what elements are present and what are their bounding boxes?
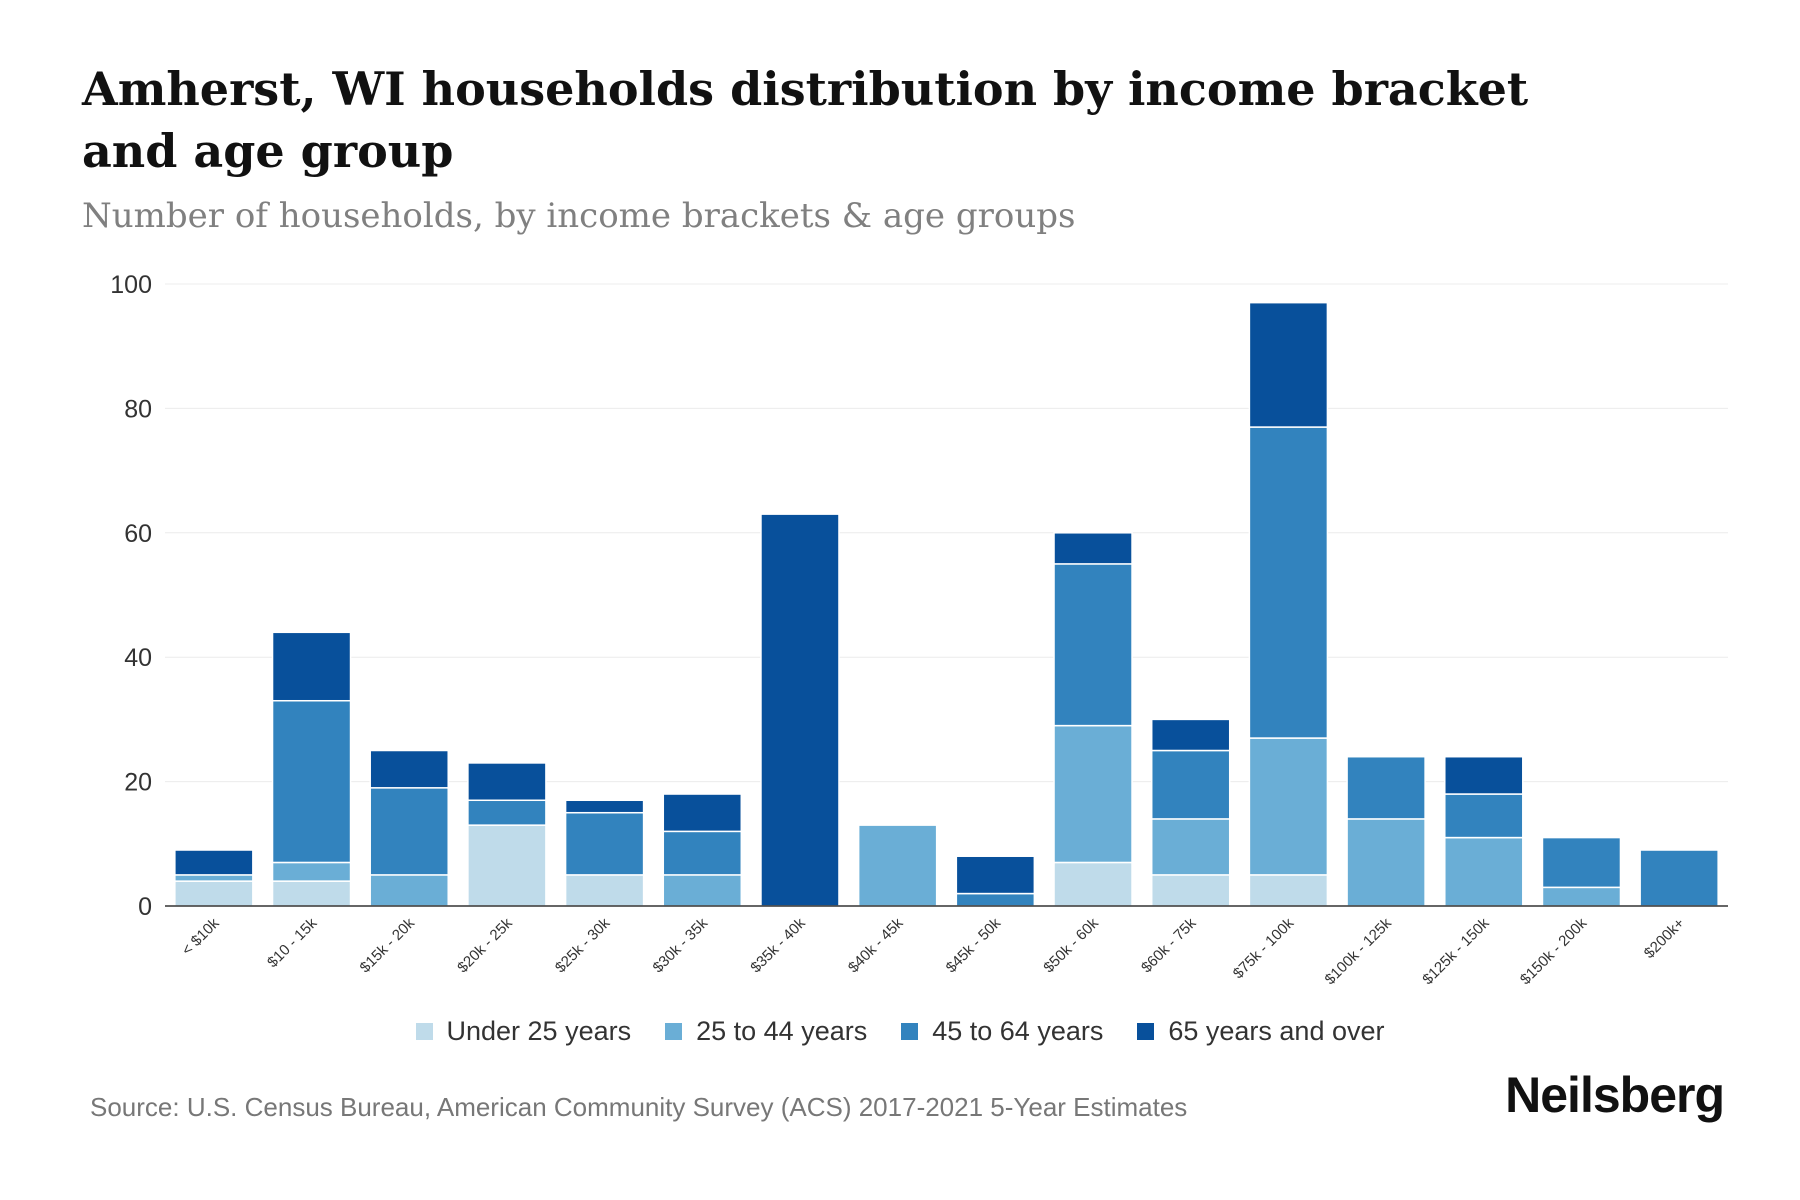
bar-segment [1248, 426, 1329, 739]
bar-segment [467, 799, 547, 826]
bar-segment [467, 824, 547, 907]
bar-segment [1053, 724, 1133, 864]
chart-subtitle: Number of households, by income brackets… [82, 196, 1076, 236]
bar-segment [1639, 849, 1719, 907]
legend-label: 65 years and over [1168, 1016, 1385, 1046]
legend-item: Under 25 years [415, 1016, 632, 1047]
x-tick-label: < $10k [179, 914, 224, 959]
legend-label: 45 to 64 years [932, 1016, 1104, 1046]
x-tick-label: $200k+ [1641, 915, 1688, 962]
bar-segment [955, 892, 1036, 907]
x-tick-label: $60k - 75k [1138, 914, 1200, 976]
bar-segment [857, 824, 938, 907]
legend-item: 25 to 44 years [665, 1016, 867, 1047]
y-tick-label: 60 [124, 520, 152, 548]
y-tick-label: 20 [124, 769, 152, 797]
legend-label: Under 25 years [446, 1016, 632, 1046]
bar-segment [467, 762, 547, 802]
bar-segment [662, 830, 743, 876]
y-tick-label: 0 [138, 893, 152, 921]
x-tick-label: $75k - 100k [1230, 914, 1298, 982]
bar-segment [1248, 301, 1329, 428]
x-tick-label: $25k - 30k [552, 914, 614, 976]
bar-segment [1053, 532, 1133, 565]
bar-segment [1150, 818, 1231, 876]
bar-segment [271, 880, 352, 907]
bar-segment [369, 874, 449, 907]
bar-segment [369, 787, 449, 876]
bar-segment [1346, 818, 1426, 907]
bar-segment [174, 874, 254, 882]
legend-swatch [415, 1023, 433, 1040]
legend-swatch [665, 1023, 683, 1040]
bar-segment [271, 699, 352, 864]
bar-segment [1346, 755, 1426, 820]
bar-segment [662, 874, 743, 907]
bar-segment [760, 513, 840, 907]
bar-segment [1053, 563, 1133, 727]
x-tick-label: $100k - 125k [1322, 914, 1396, 988]
chart-title: Amherst, WI households distribution by i… [82, 62, 1529, 178]
legend-item: 65 years and over [1137, 1016, 1385, 1047]
bar-segment [1248, 737, 1329, 876]
x-tick-label: $40k - 45k [845, 914, 907, 976]
x-tick-label: $150k - 200k [1517, 914, 1591, 988]
bar-segment [1541, 836, 1622, 889]
bar-segment [174, 849, 254, 876]
y-tick-label: 80 [124, 395, 152, 423]
source-note: Source: U.S. Census Bureau, American Com… [90, 1092, 1188, 1122]
legend-item: 45 to 64 years [901, 1016, 1103, 1047]
x-tick-label: $30k - 35k [650, 914, 712, 976]
x-tick-label: $50k - 60k [1040, 914, 1102, 976]
bar-segment [1541, 886, 1622, 907]
bar-segment [1150, 718, 1231, 752]
bar-segment [1248, 874, 1329, 907]
bar-segment [564, 799, 645, 814]
chart-legend: Under 25 years 25 to 44 years 45 to 64 yea… [0, 1016, 1800, 1047]
bar-segment [662, 793, 743, 833]
bar-segment [1444, 793, 1524, 839]
y-tick-label: 40 [124, 644, 152, 672]
bar-segment [369, 749, 449, 789]
x-tick-label: $125k - 150k [1419, 914, 1493, 988]
bar-segment [564, 874, 645, 907]
y-tick-label: 100 [110, 271, 152, 299]
bar-segment [271, 861, 352, 882]
legend-swatch [1137, 1023, 1155, 1040]
bar-segment [564, 811, 645, 876]
bar-segment [1150, 749, 1231, 820]
x-tick-label: $10 - 15k [264, 914, 321, 971]
x-tick-label: $15k - 20k [356, 914, 418, 976]
brand-logo: Neilsberg [1505, 1067, 1725, 1123]
legend-swatch [901, 1023, 919, 1040]
bar-segment [955, 855, 1036, 895]
x-tick-label: $45k - 50k [943, 914, 1005, 976]
bar-segment [174, 880, 254, 907]
bar-segment [271, 631, 352, 702]
x-tick-label: $35k - 40k [747, 914, 809, 976]
legend-label: 25 to 44 years [696, 1016, 868, 1046]
bar-segment [1053, 861, 1133, 907]
bar-segment [1150, 874, 1231, 907]
x-tick-label: $20k - 25k [454, 914, 516, 976]
bar-segment [1444, 755, 1524, 795]
bar-segment [1444, 836, 1524, 907]
